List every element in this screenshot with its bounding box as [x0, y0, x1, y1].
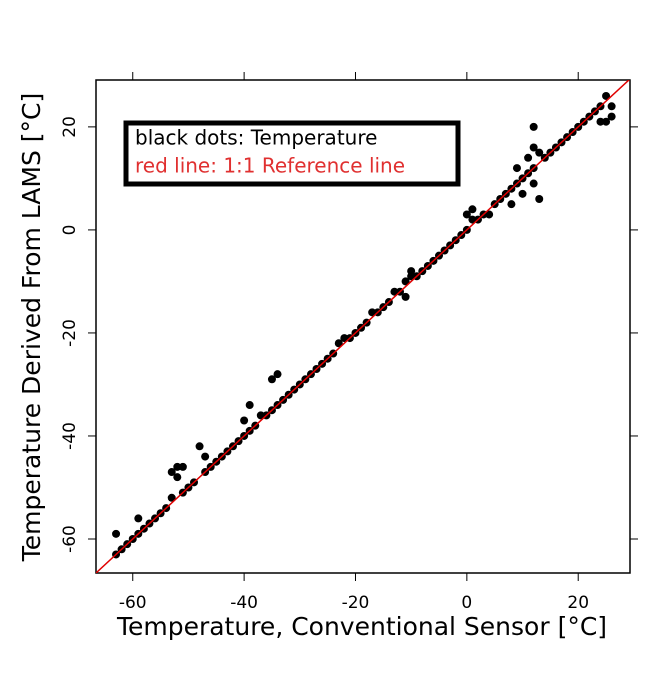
dot: [529, 179, 538, 188]
dot: [267, 375, 276, 384]
dot: [256, 411, 265, 420]
dot: [173, 462, 182, 471]
legend-entry: black dots: Temperature: [135, 126, 377, 150]
dot: [173, 473, 182, 482]
dot: [529, 143, 538, 152]
y-tick-label: -20: [60, 319, 80, 347]
dot: [468, 205, 477, 214]
dot: [167, 468, 176, 477]
x-tick-label: -60: [119, 593, 147, 613]
x-axis-title: Temperature, Conventional Sensor [°C]: [116, 612, 607, 641]
y-tick-label: -40: [60, 422, 80, 450]
dot: [273, 370, 282, 379]
dot: [390, 287, 399, 296]
dot: [240, 416, 249, 425]
dot: [596, 117, 605, 126]
x-tick-label: -20: [342, 593, 370, 613]
y-axis-title: Temperature Derived From LAMS [°C]: [17, 93, 46, 563]
x-tick-label: 20: [567, 593, 589, 613]
x-tick-label: 0: [461, 593, 472, 613]
dot: [340, 334, 349, 343]
plot-frame: [95, 79, 631, 574]
dot: [368, 308, 377, 317]
dot: [401, 277, 410, 286]
reference-line: [96, 80, 630, 573]
x-tick-label: -40: [230, 593, 258, 613]
dot: [401, 292, 410, 301]
dot: [607, 112, 616, 121]
dot: [468, 215, 477, 224]
dot: [407, 267, 416, 276]
legend-box: [123, 120, 461, 187]
y-tick-label: -60: [60, 525, 80, 553]
dot: [602, 91, 611, 100]
dot: [512, 164, 521, 173]
dot: [507, 200, 516, 209]
dot: [607, 102, 616, 111]
dot: [524, 153, 533, 162]
dot: [535, 195, 544, 203]
legend-entry: red line: 1:1 Reference line: [135, 154, 405, 178]
y-tick-label: 20: [60, 116, 80, 138]
dot: [602, 117, 611, 126]
dot: [518, 189, 527, 198]
dot: [201, 452, 210, 461]
plot-area: [96, 80, 630, 573]
dot: [462, 210, 471, 219]
dot: [134, 514, 143, 523]
dot: [334, 339, 343, 348]
dot: [485, 210, 494, 219]
dot: [167, 493, 176, 502]
dot: [529, 122, 538, 131]
dot: [245, 401, 254, 410]
dot: [112, 529, 121, 538]
y-tick-label: 0: [60, 224, 80, 235]
dot: [195, 442, 204, 451]
dot: [178, 462, 187, 471]
dot: [535, 148, 544, 157]
